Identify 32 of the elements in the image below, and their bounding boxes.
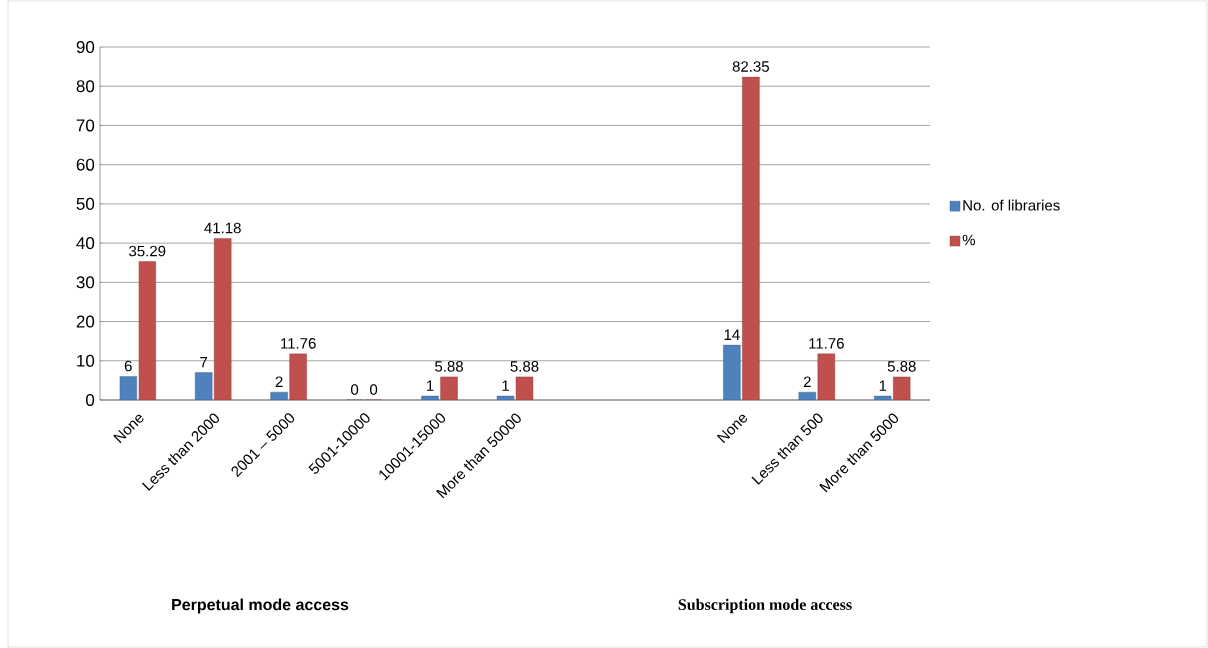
data-label: 0 [351,384,359,395]
y-tick-label: 50 [76,197,95,210]
data-label: 0 [370,384,378,395]
data-label: 5.88 [887,361,916,372]
legend-label: No. of libraries [963,199,1060,211]
data-label: 41.18 [204,222,241,234]
text: Perpetual mode access [172,598,349,614]
data-label: 1 [879,380,887,391]
y-tick-label: 90 [76,40,95,54]
data-label: 11.76 [809,338,844,349]
data-label: 11.76 [281,338,316,349]
y-tick-label: 70 [76,119,95,132]
y-tick-label: 60 [76,158,95,171]
data-label: 6 [124,360,132,372]
text: Subscription mode access [678,598,852,614]
data-label: 5.88 [435,361,463,372]
data-label: 2 [275,376,283,387]
data-label: 14 [724,329,740,340]
y-tick-label: 30 [76,276,95,289]
data-label: 5.88 [510,361,539,372]
data-label: 2 [803,376,811,387]
y-tick-label: 0 [86,393,95,407]
y-tick-label: 80 [76,80,95,93]
data-label: 1 [502,380,509,391]
data-label: 1 [427,380,434,391]
y-tick-label: 20 [76,315,95,328]
data-label: 35.29 [129,245,166,257]
y-tick-label: 40 [76,237,95,250]
data-label: 7 [200,357,208,368]
y-tick-label: 10 [77,354,95,367]
data-label: 82.35 [732,61,769,72]
legend-label: % [962,234,975,246]
